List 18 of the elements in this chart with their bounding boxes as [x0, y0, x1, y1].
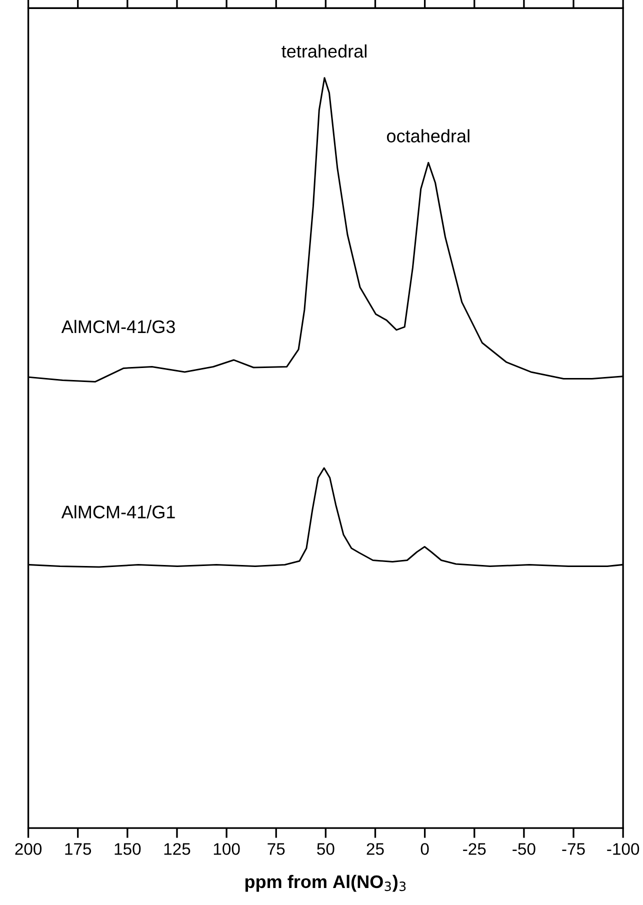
annotation: octahedral — [386, 129, 470, 142]
text: AlMCM-41/G3 — [61, 320, 175, 334]
annotation: tetrahedral — [282, 44, 366, 58]
text: AlMCM-41/G1 — [61, 505, 175, 518]
x-tick-label: 200 — [15, 843, 42, 855]
x-axis-title: ppm from Al(NO$_{3}$)$_{3}$ — [245, 874, 406, 892]
x-tick-label: -100 — [607, 843, 640, 855]
x-tick-label: -25 — [463, 843, 486, 855]
x-tick-label: -50 — [512, 843, 536, 855]
x-tick-label: 75 — [268, 843, 285, 855]
x-tick-label: 150 — [114, 843, 141, 855]
x-tick-label: 50 — [317, 843, 334, 855]
x-tick-label: 175 — [65, 843, 92, 855]
x-tick-label: 100 — [214, 843, 240, 855]
x-tick-label: 125 — [164, 843, 190, 855]
x-tick-label: 25 — [366, 843, 384, 855]
x-tick-label: 0 — [420, 843, 429, 855]
x-tick-label: -75 — [562, 843, 585, 855]
